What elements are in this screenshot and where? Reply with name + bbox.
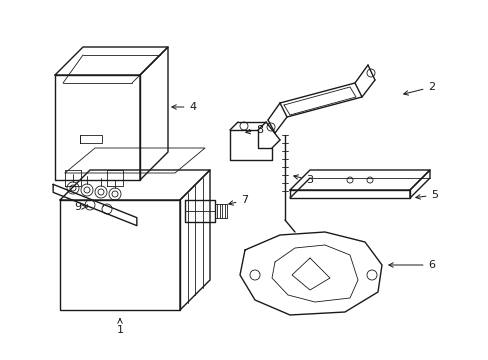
Text: 6: 6 [388, 260, 435, 270]
Text: 5: 5 [415, 190, 438, 200]
Text: 2: 2 [403, 82, 435, 95]
Text: 1: 1 [116, 319, 123, 335]
Text: 8: 8 [245, 125, 263, 135]
Text: 9: 9 [74, 202, 87, 212]
Text: 3: 3 [293, 175, 313, 185]
Text: 7: 7 [228, 195, 248, 205]
Text: 4: 4 [171, 102, 196, 112]
